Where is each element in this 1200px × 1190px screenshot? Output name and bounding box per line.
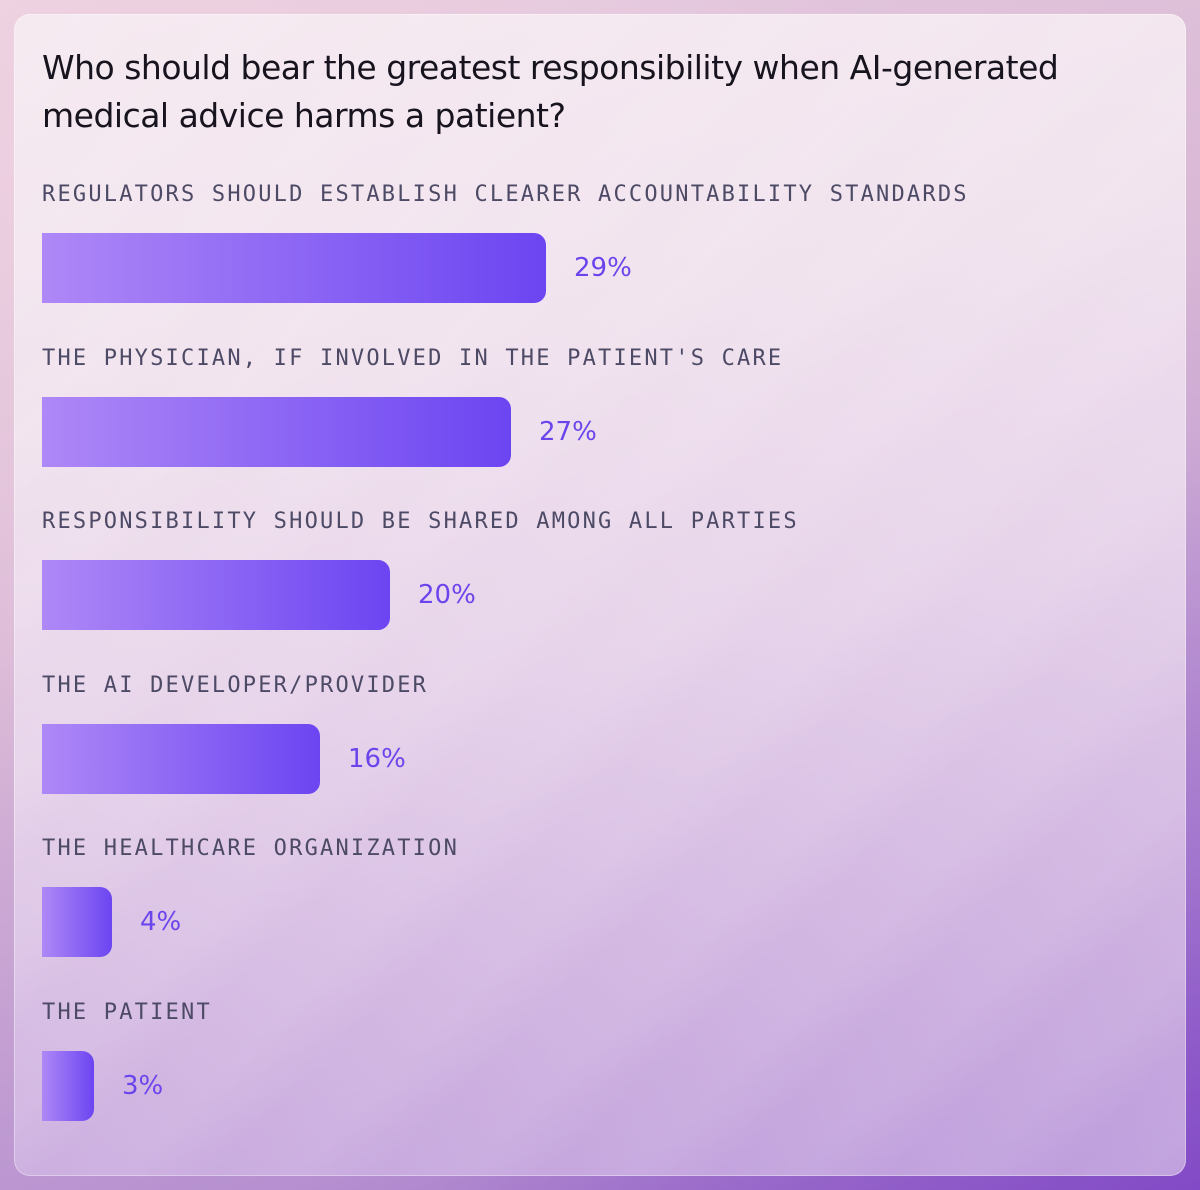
chart-title: Who should bear the greatest responsibil… — [42, 48, 1059, 135]
bar-value-label: 4% — [140, 907, 182, 938]
bar-row: THE AI DEVELOPER/PROVIDER 16% — [42, 673, 1162, 813]
bar — [42, 723, 320, 794]
bar-chart: REGULATORS SHOULD ESTABLISH CLEARER ACCO… — [42, 182, 1162, 1142]
bar-label: RESPONSIBILITY SHOULD BE SHARED AMONG AL… — [42, 509, 799, 535]
bar-value-label: 20% — [418, 580, 476, 611]
bar — [42, 396, 511, 467]
bar-value-label: 16% — [348, 743, 406, 774]
bar-label: THE AI DEVELOPER/PROVIDER — [42, 672, 429, 698]
bar-row: RESPONSIBILITY SHOULD BE SHARED AMONG AL… — [42, 509, 1162, 649]
bar-label: THE PHYSICIAN, IF INVOLVED IN THE PATIEN… — [42, 345, 784, 371]
bar — [42, 887, 112, 958]
bar — [42, 1051, 94, 1121]
bar-label: THE PATIENT — [42, 1000, 212, 1025]
bar-row: REGULATORS SHOULD ESTABLISH CLEARER ACCO… — [42, 182, 1162, 322]
bar-row: THE PHYSICIAN, IF INVOLVED IN THE PATIEN… — [42, 346, 1162, 486]
bar-row: THE PATIENT 3% — [42, 1000, 1162, 1140]
poll-card: Who should bear the greatest responsibil… — [14, 14, 1186, 1176]
bar-value-label: 29% — [574, 253, 632, 283]
bar — [42, 560, 390, 631]
bar-label: REGULATORS SHOULD ESTABLISH CLEARER ACCO… — [42, 182, 969, 207]
bar-value-label: 27% — [539, 416, 597, 447]
bar — [42, 233, 546, 303]
bar-row: THE HEALTHCARE ORGANIZATION 4% — [42, 836, 1162, 976]
bar-label: THE HEALTHCARE ORGANIZATION — [42, 836, 460, 862]
bar-value-label: 3% — [122, 1071, 164, 1101]
